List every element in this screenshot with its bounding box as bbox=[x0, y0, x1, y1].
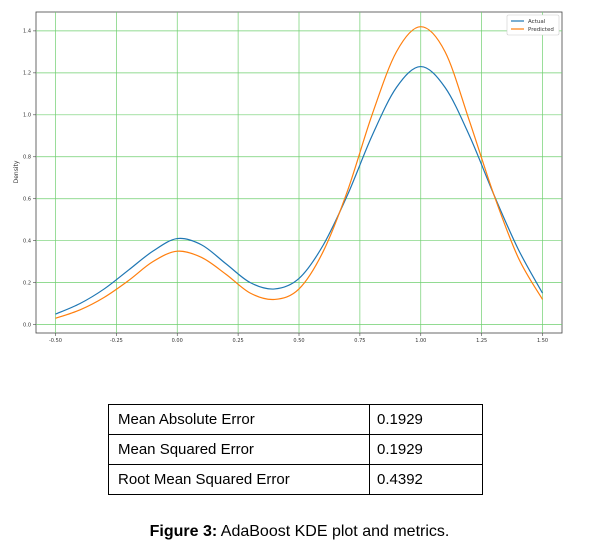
metric-label: Mean Absolute Error bbox=[108, 404, 370, 435]
figure-caption: Figure 3: AdaBoost KDE plot and metrics. bbox=[0, 523, 599, 541]
y-tick-label: 0.6 bbox=[23, 197, 31, 203]
legend-box bbox=[506, 14, 560, 36]
metric-row: Root Mean Squared Error 0.4392 bbox=[108, 464, 483, 495]
caption-text: AdaBoost KDE plot and metrics. bbox=[217, 523, 450, 540]
y-tick-label: 1.2 bbox=[23, 71, 31, 77]
y-tick-label: 0.2 bbox=[23, 280, 31, 286]
series-line-predicted bbox=[55, 26, 544, 319]
x-tick-label: 0.75 bbox=[354, 338, 365, 344]
metric-value: 0.1929 bbox=[369, 434, 483, 465]
x-tick-label: 0.50 bbox=[293, 338, 304, 344]
y-axis-label: Density bbox=[13, 160, 20, 183]
series-line-actual bbox=[55, 65, 544, 315]
x-tick-label: -0.50 bbox=[49, 338, 62, 344]
axis-ticks: -0.50 -0.25 0.00 0.25 0.50 0.75 1.00 1.25 1.50 0.… bbox=[23, 29, 548, 344]
legend-label: Actual bbox=[528, 19, 546, 25]
y-tick-label: 1.0 bbox=[23, 113, 31, 119]
x-tick-label: -0.25 bbox=[110, 338, 123, 344]
x-tick-label: 0.00 bbox=[172, 338, 183, 344]
metrics-table: Mean Absolute Error 0.1929 Mean Squared Er… bbox=[108, 404, 483, 495]
metric-value: 0.4392 bbox=[369, 464, 483, 495]
x-tick-label: 1.00 bbox=[415, 338, 426, 344]
x-tick-label: 0.25 bbox=[233, 338, 244, 344]
y-tick-label: 0.0 bbox=[23, 322, 31, 328]
kde-chart: -0.50 -0.25 0.00 0.25 0.50 0.75 1.00 1.25 1.50 0.… bbox=[13, 11, 563, 344]
grid-lines bbox=[36, 12, 562, 333]
y-tick-label: 1.4 bbox=[23, 29, 31, 35]
metric-label: Mean Squared Error bbox=[108, 434, 370, 465]
metric-row: Mean Squared Error 0.1929 bbox=[108, 434, 483, 465]
metric-label: Root Mean Squared Error bbox=[108, 464, 370, 495]
x-tick-label: 1.50 bbox=[537, 338, 548, 344]
series-lines bbox=[55, 26, 544, 319]
legend: Actual Predicted bbox=[506, 14, 560, 36]
caption-figure-number: Figure 3: bbox=[149, 523, 218, 540]
y-tick-label: 0.8 bbox=[23, 155, 31, 161]
legend-label: Predicted bbox=[528, 27, 554, 33]
x-tick-label: 1.25 bbox=[476, 338, 487, 344]
metric-row: Mean Absolute Error 0.1929 bbox=[108, 404, 483, 435]
y-tick-label: 0.4 bbox=[23, 238, 31, 244]
metric-value: 0.1929 bbox=[369, 404, 483, 435]
